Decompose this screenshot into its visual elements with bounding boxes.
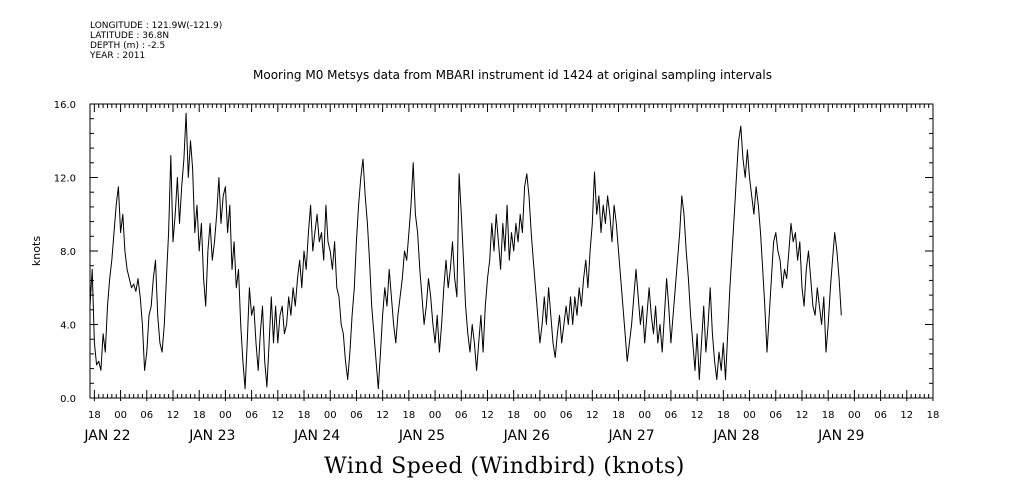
chart-title: Mooring M0 Metsys data from MBARI instru… (253, 68, 772, 82)
x-hour-label: 00 (743, 410, 756, 421)
x-hour-label: 06 (665, 410, 678, 421)
x-hour-label: 00 (638, 410, 651, 421)
chart-caption: Wind Speed (Windbird) (knots) (324, 454, 685, 479)
x-hour-label: 12 (167, 410, 180, 421)
x-hour-label: 06 (245, 410, 258, 421)
x-hour-label: 18 (193, 410, 206, 421)
x-hour-label: 12 (586, 410, 599, 421)
x-hour-label: 12 (900, 410, 913, 421)
y-tick-label: 0.0 (60, 394, 76, 405)
y-axis-ticks: 0.0 4.0 8.0 12.0 16.0 (54, 100, 933, 405)
metadata-block: LONGITUDE : 121.9W(-121.9) LATITUDE : 36… (90, 21, 222, 61)
x-hour-label: 18 (298, 410, 311, 421)
x-hour-label: 12 (691, 410, 704, 421)
x-hour-label: 06 (874, 410, 887, 421)
year-label: YEAR : 2011 (90, 51, 146, 61)
x-day-label: JAN 29 (817, 428, 864, 444)
plot-border (89, 103, 934, 399)
x-hour-label: 06 (455, 410, 468, 421)
depth-label: DEPTH (m) : -2.5 (90, 41, 166, 51)
series-layer (89, 112, 842, 390)
x-hour-label: 18 (507, 410, 520, 421)
x-hour-label: 18 (717, 410, 730, 421)
x-hour-label: 00 (848, 410, 861, 421)
x-day-label: JAN 25 (398, 428, 445, 444)
x-day-label: JAN 26 (503, 428, 550, 444)
latitude-label: LATITUDE : 36.8N (90, 31, 170, 41)
y-tick-label: 12.0 (54, 174, 76, 185)
x-hour-label: 18 (927, 410, 940, 421)
longitude-label: LONGITUDE : 121.9W(-121.9) (90, 21, 223, 31)
x-hour-label: 18 (612, 410, 625, 421)
x-day-label: JAN 22 (83, 428, 130, 444)
series-line-0 (89, 112, 842, 390)
x-hour-label: 12 (271, 410, 284, 421)
x-hour-label: 00 (534, 410, 547, 421)
x-hour-label: 18 (88, 410, 101, 421)
x-day-label: JAN 28 (712, 428, 759, 444)
x-hour-label: 12 (376, 410, 389, 421)
x-hour-label: 06 (769, 410, 782, 421)
x-axis-ticks: 18 00 06 12 18 00 06 12 18 00 06 12 18 00 06 12 18 00 06 12… (83, 104, 939, 444)
x-hour-label: 12 (796, 410, 809, 421)
y-tick-label: 8.0 (60, 247, 76, 258)
x-day-label: JAN 23 (188, 428, 235, 444)
plot-frame (89, 103, 934, 399)
x-hour-label: 18 (822, 410, 835, 421)
x-hour-label: 00 (219, 410, 232, 421)
y-axis-label: knots (30, 236, 43, 266)
x-day-label: JAN 24 (293, 428, 340, 444)
x-hour-label: 00 (429, 410, 442, 421)
x-hour-label: 00 (324, 410, 337, 421)
x-hour-label: 12 (481, 410, 494, 421)
x-hour-label: 06 (350, 410, 363, 421)
x-hour-label: 06 (140, 410, 153, 421)
y-tick-label: 16.0 (54, 100, 76, 111)
x-hour-label: 18 (402, 410, 415, 421)
y-tick-label: 4.0 (60, 321, 76, 332)
x-hour-label: 06 (560, 410, 573, 421)
x-hour-label: 00 (114, 410, 127, 421)
x-day-label: JAN 27 (608, 428, 655, 444)
